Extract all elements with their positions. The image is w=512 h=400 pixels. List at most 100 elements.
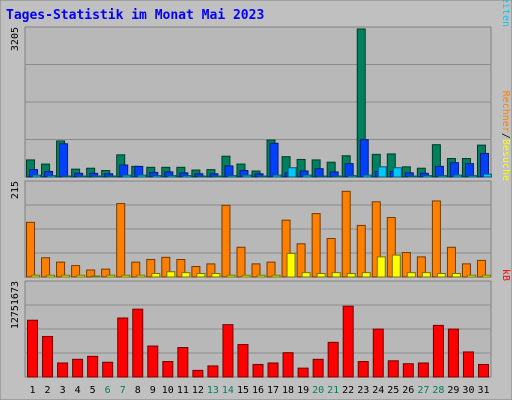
bar-middle-besuche-15 <box>241 274 251 278</box>
bar-top-seiten-18 <box>287 167 297 178</box>
bar-top-seiten-29 <box>452 174 462 178</box>
bar-top-seiten-24 <box>377 166 387 178</box>
bar-middle-rechner-27 <box>416 256 426 278</box>
x-tick-label-23: 23 <box>357 385 369 396</box>
bar-top-seiten-6 <box>107 175 117 178</box>
bar-bottom-kb-18 <box>282 352 294 378</box>
bar-top-dateien-3 <box>59 143 69 178</box>
bar-middle-besuche-28 <box>436 273 446 278</box>
bar-top-seiten-15 <box>242 174 252 178</box>
series-label-top: Anfragen/Dateien/Seiten <box>500 0 511 27</box>
x-tick-label-6: 6 <box>105 385 111 396</box>
x-tick-label-21: 21 <box>327 385 339 396</box>
x-tick-label-2: 2 <box>45 385 51 396</box>
y-max-label-bottom: 12751673 <box>10 281 21 329</box>
x-tick-label-9: 9 <box>150 385 156 396</box>
bar-middle-besuche-27 <box>421 272 431 278</box>
series-label-part-middle-0: Rechner <box>500 91 511 133</box>
bar-bottom-kb-3 <box>57 362 69 378</box>
bar-middle-besuche-12 <box>196 273 206 278</box>
bar-top-seiten-11 <box>182 175 192 178</box>
bar-middle-rechner-8 <box>131 261 141 278</box>
bar-bottom-kb-26 <box>402 363 414 378</box>
bar-bottom-kb-31 <box>477 363 489 378</box>
bar-bottom-kb-15 <box>237 344 249 378</box>
panel-top: 3205 Anfragen/Dateien/Seiten <box>10 0 511 178</box>
series-label-part-middle-1: / <box>500 133 511 139</box>
bar-bottom-kb-10 <box>162 361 174 378</box>
bar-middle-rechner-28 <box>431 200 441 278</box>
bar-middle-rechner-19 <box>296 243 306 278</box>
bar-middle-besuche-13 <box>211 273 221 278</box>
series-label-part-middle-2: Besuche <box>500 139 511 181</box>
bar-bottom-kb-22 <box>342 305 354 378</box>
x-tick-label-24: 24 <box>372 385 384 396</box>
bar-top-seiten-1 <box>32 174 42 178</box>
bar-bottom-kb-11 <box>177 347 189 378</box>
bar-middle-rechner-22 <box>341 190 351 278</box>
x-tick-label-29: 29 <box>447 385 459 396</box>
bar-bottom-kb-27 <box>417 362 429 378</box>
bar-middle-besuche-16 <box>256 274 266 278</box>
bar-middle-rechner-7 <box>116 203 126 278</box>
x-tick-label-28: 28 <box>432 385 444 396</box>
x-axis-labels: 1 2 3 4 5 6 7 8 9 10 11 12 13 14 15 16 17 18 19 20 21 22 23 24 2… <box>30 385 490 396</box>
bar-bottom-kb-29 <box>447 328 459 378</box>
x-tick-label-19: 19 <box>297 385 309 396</box>
bar-middle-rechner-20 <box>311 213 321 278</box>
bar-top-seiten-27 <box>422 175 432 178</box>
series-label-bottom: kB <box>500 269 511 281</box>
bar-top-seiten-25 <box>392 167 402 178</box>
bar-bottom-kb-6 <box>102 361 114 378</box>
bar-top-dateien-31 <box>479 152 489 178</box>
bar-middle-besuche-29 <box>451 273 461 278</box>
x-tick-label-16: 16 <box>252 385 264 396</box>
bar-bottom-kb-30 <box>462 351 474 378</box>
bar-middle-rechner-17 <box>266 261 276 278</box>
bar-top-seiten-23 <box>362 174 372 178</box>
bar-top-seiten-9 <box>152 175 162 178</box>
bar-bottom-kb-21 <box>327 341 339 378</box>
bar-middle-rechner-6 <box>101 268 111 278</box>
x-tick-label-3: 3 <box>60 385 66 396</box>
bar-bottom-kb-2 <box>42 335 54 378</box>
bar-bottom-kb-19 <box>297 367 309 378</box>
bar-top-seiten-8 <box>137 174 147 178</box>
bar-top-seiten-10 <box>167 175 177 178</box>
bar-bottom-kb-12 <box>192 369 204 378</box>
series-label-part-top-4: Seiten <box>500 0 511 27</box>
bar-bottom-kb-1 <box>27 319 39 378</box>
bar-middle-rechner-31 <box>476 259 486 278</box>
bar-top-dateien-22 <box>344 163 354 178</box>
series-label-part-bottom-0: kB <box>500 269 511 281</box>
bar-middle-besuche-18 <box>286 252 296 278</box>
bar-top-dateien-30 <box>464 163 474 178</box>
bar-middle-rechner-18 <box>281 219 291 278</box>
bar-middle-rechner-2 <box>41 257 51 278</box>
bar-middle-besuche-1 <box>31 274 41 278</box>
bar-top-seiten-21 <box>332 175 342 178</box>
bar-middle-besuche-9 <box>151 273 161 278</box>
x-tick-label-18: 18 <box>282 385 294 396</box>
bar-top-seiten-12 <box>197 175 207 178</box>
bar-top-seiten-4 <box>77 175 87 178</box>
bar-top-seiten-3 <box>62 175 72 178</box>
bar-bottom-kb-24 <box>372 328 384 378</box>
bar-top-seiten-26 <box>407 175 417 178</box>
bar-middle-besuche-20 <box>316 273 326 278</box>
x-tick-label-15: 15 <box>237 385 249 396</box>
bar-middle-rechner-3 <box>56 261 66 278</box>
bar-top-seiten-13 <box>212 175 222 178</box>
x-tick-label-10: 10 <box>162 385 174 396</box>
bar-middle-besuche-26 <box>406 272 416 278</box>
bar-top-dateien-17 <box>269 142 279 178</box>
x-tick-label-14: 14 <box>222 385 234 396</box>
bar-bottom-kb-20 <box>312 358 324 378</box>
bar-middle-besuche-6 <box>106 274 116 278</box>
bar-top-seiten-31 <box>482 173 492 178</box>
y-max-label-top: 3205 <box>10 27 21 51</box>
bar-middle-rechner-14 <box>221 204 231 278</box>
bar-middle-rechner-5 <box>86 269 96 278</box>
bar-top-seiten-20 <box>317 175 327 178</box>
